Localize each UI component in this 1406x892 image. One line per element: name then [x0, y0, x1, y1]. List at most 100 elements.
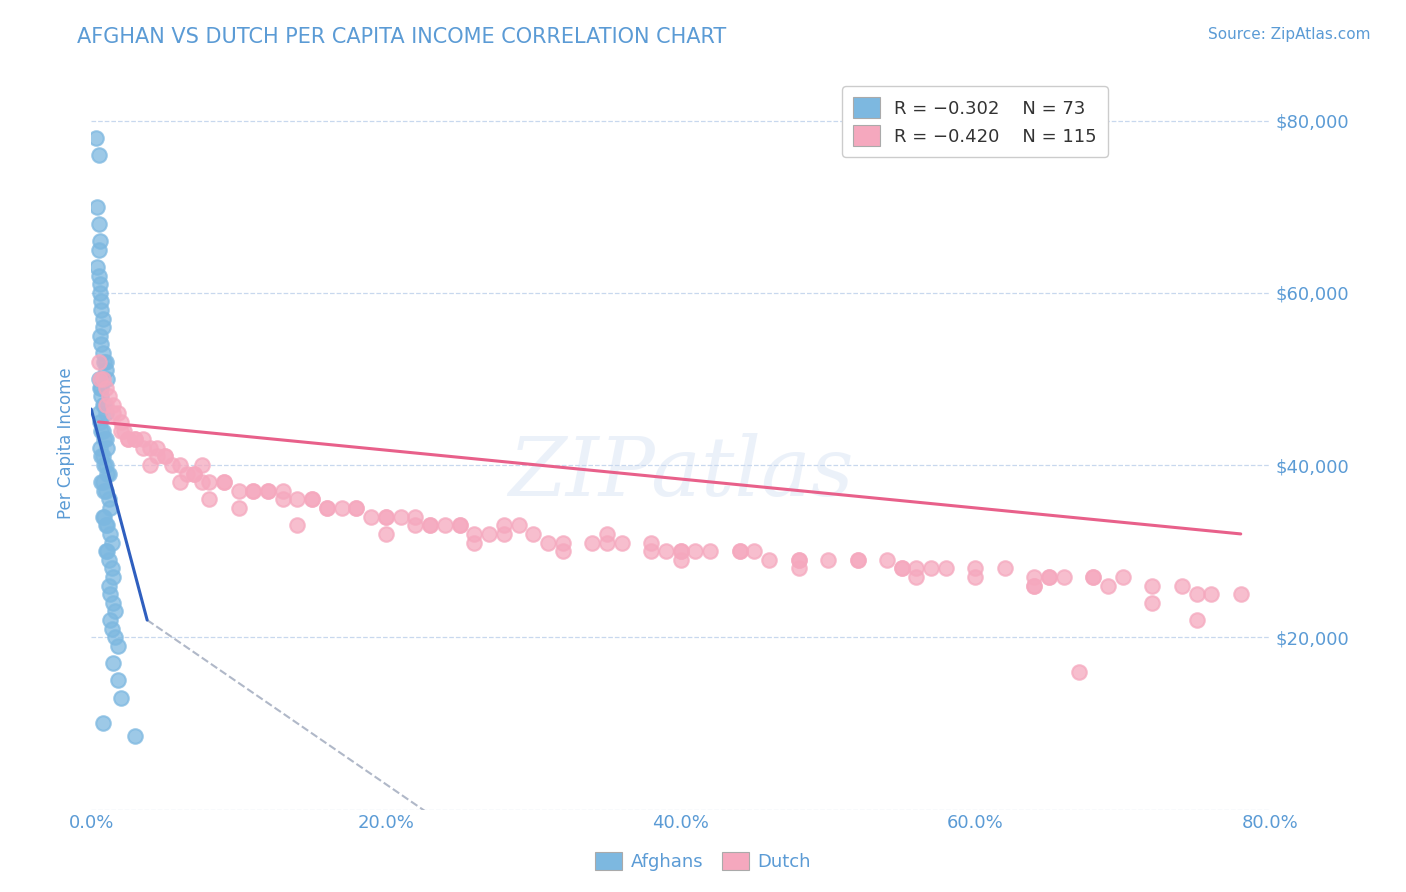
Point: [257, 483, 280, 498]
Point: [551, 535, 574, 549]
Point: [374, 509, 396, 524]
Point: [93, 432, 115, 446]
Point: [87, 372, 110, 386]
Point: [817, 553, 839, 567]
Point: [103, 398, 125, 412]
Legend: Afghans, Dutch: Afghans, Dutch: [588, 845, 818, 879]
Point: [96, 467, 118, 481]
Point: [198, 492, 221, 507]
Point: [90, 450, 112, 464]
Point: [492, 518, 515, 533]
Point: [98, 613, 121, 627]
Point: [101, 622, 124, 636]
Point: [994, 561, 1017, 575]
Point: [89, 277, 111, 292]
Point: [91, 450, 114, 464]
Point: [508, 518, 530, 533]
Point: [91, 372, 114, 386]
Point: [107, 406, 129, 420]
Point: [728, 544, 751, 558]
Point: [1097, 579, 1119, 593]
Point: [1199, 587, 1222, 601]
Point: [965, 561, 987, 575]
Point: [596, 535, 619, 549]
Point: [1038, 570, 1060, 584]
Point: [935, 561, 957, 575]
Point: [190, 458, 212, 472]
Point: [596, 527, 619, 541]
Point: [124, 432, 146, 446]
Point: [1142, 579, 1164, 593]
Point: [655, 544, 678, 558]
Point: [103, 406, 125, 420]
Point: [91, 311, 114, 326]
Point: [94, 432, 117, 446]
Point: [90, 380, 112, 394]
Point: [87, 243, 110, 257]
Point: [160, 458, 183, 472]
Point: [301, 492, 323, 507]
Point: [90, 475, 112, 490]
Point: [316, 501, 339, 516]
Point: [419, 518, 441, 533]
Y-axis label: Per Capita Income: Per Capita Income: [58, 368, 75, 519]
Point: [1038, 570, 1060, 584]
Point: [112, 424, 135, 438]
Point: [1142, 596, 1164, 610]
Point: [271, 483, 294, 498]
Point: [787, 553, 810, 567]
Point: [1053, 570, 1076, 584]
Point: [419, 518, 441, 533]
Point: [94, 518, 117, 533]
Text: Source: ZipAtlas.com: Source: ZipAtlas.com: [1208, 27, 1371, 42]
Point: [404, 509, 426, 524]
Point: [87, 268, 110, 283]
Point: [346, 501, 368, 516]
Point: [669, 553, 692, 567]
Point: [330, 501, 353, 516]
Point: [84, 130, 107, 145]
Point: [94, 406, 117, 420]
Point: [1024, 570, 1046, 584]
Point: [492, 527, 515, 541]
Point: [271, 492, 294, 507]
Point: [685, 544, 707, 558]
Point: [93, 398, 115, 412]
Point: [89, 328, 111, 343]
Point: [153, 450, 176, 464]
Point: [89, 380, 111, 394]
Point: [86, 260, 108, 274]
Point: [846, 553, 869, 567]
Point: [96, 518, 118, 533]
Point: [98, 501, 121, 516]
Point: [90, 424, 112, 438]
Point: [301, 492, 323, 507]
Point: [132, 432, 155, 446]
Point: [96, 441, 118, 455]
Point: [190, 475, 212, 490]
Point: [91, 346, 114, 360]
Point: [110, 690, 132, 705]
Point: [89, 285, 111, 300]
Point: [89, 372, 111, 386]
Point: [94, 483, 117, 498]
Point: [89, 415, 111, 429]
Point: [94, 544, 117, 558]
Point: [787, 553, 810, 567]
Point: [94, 354, 117, 368]
Point: [90, 337, 112, 351]
Point: [744, 544, 766, 558]
Point: [117, 432, 139, 446]
Point: [287, 492, 309, 507]
Point: [94, 458, 117, 472]
Point: [124, 729, 146, 743]
Point: [728, 544, 751, 558]
Point: [91, 398, 114, 412]
Point: [669, 544, 692, 558]
Point: [93, 354, 115, 368]
Point: [1024, 579, 1046, 593]
Point: [389, 509, 412, 524]
Point: [139, 458, 162, 472]
Text: ZIPatlas: ZIPatlas: [508, 433, 853, 513]
Point: [965, 570, 987, 584]
